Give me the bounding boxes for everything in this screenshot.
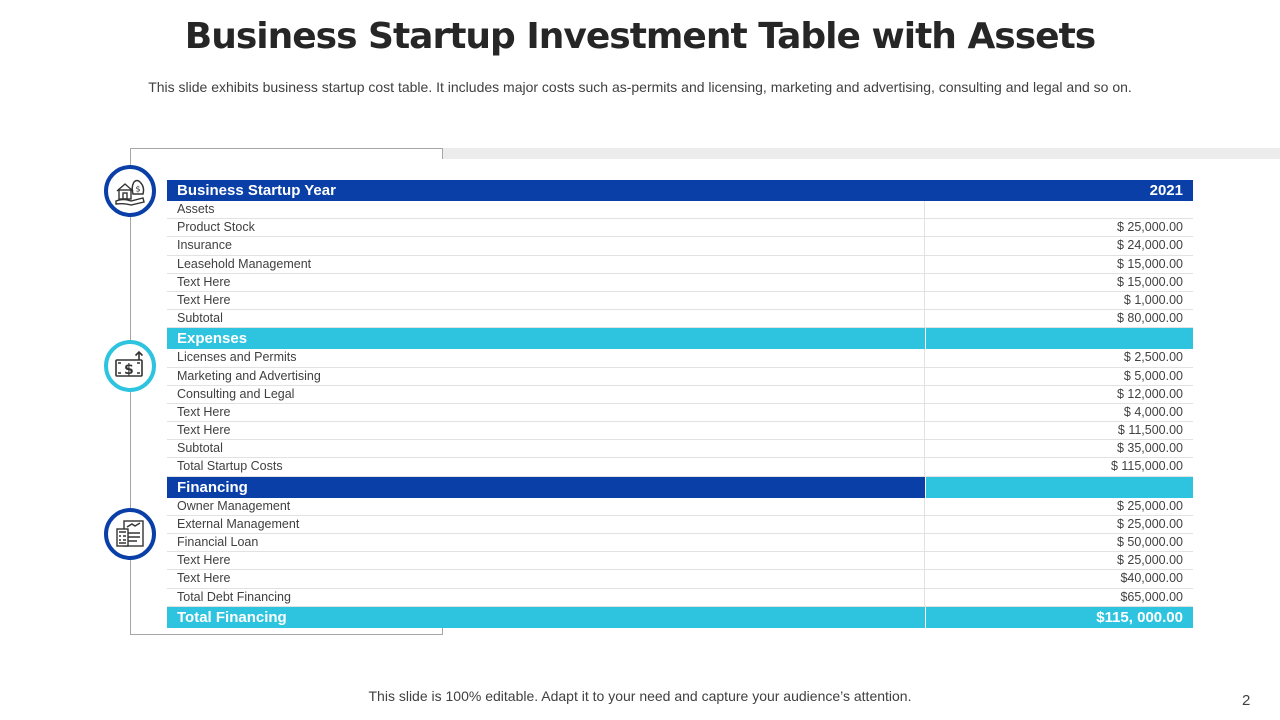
row-value: $ 15,000.00: [1116, 256, 1183, 271]
row-value: $ 2,500.00: [1123, 350, 1183, 365]
row-value: $ 25,000.00: [1116, 553, 1183, 568]
row-value: $ 25,000.00: [1116, 498, 1183, 513]
row-value: $ 25,000.00: [1116, 516, 1183, 531]
row-label: Text Here: [167, 570, 925, 588]
table-row: Total Startup Costs $ 115,000.00: [167, 458, 1193, 477]
house-money-icon: $: [104, 165, 156, 217]
row-value: $ 80,000.00: [1116, 311, 1183, 326]
row-label: Text Here: [167, 273, 925, 291]
table-row: Leasehold Management $ 15,000.00: [167, 255, 1193, 274]
table-row: Text Here $ 15,000.00: [167, 273, 1193, 292]
financing-header-label: Financing: [167, 476, 925, 498]
expenses-header-label: Expenses: [167, 328, 925, 350]
table-row: Total Debt Financing $65,000.00: [167, 588, 1193, 607]
table-row: Subtotal $ 35,000.00: [167, 440, 1193, 459]
total-financing-value: $115, 000.00: [925, 606, 1193, 628]
financing-header-value: [925, 476, 1193, 498]
header-year: 2021: [1149, 182, 1183, 199]
svg-text:$: $: [136, 185, 141, 194]
table-row: Text Here $40,000.00: [167, 570, 1193, 589]
row-label: Text Here: [167, 291, 925, 310]
table-header-row: Business Startup Year 2021: [167, 180, 1193, 201]
row-value: $ 15,000.00: [1116, 274, 1183, 289]
row-label: Total Startup Costs: [167, 458, 925, 476]
table-row: Text Here $ 1,000.00: [167, 291, 1193, 311]
table-row: Assets: [167, 201, 1193, 220]
row-value: $ 25,000.00: [1116, 220, 1183, 235]
slide-subtitle: This slide exhibits business startup cos…: [148, 79, 1132, 95]
row-label: Marketing and Advertising: [167, 367, 925, 385]
row-label: Subtotal: [167, 440, 925, 458]
row-label: External Management: [167, 515, 925, 533]
financing-header-row: Financing: [167, 476, 1193, 498]
row-value: $65,000.00: [1120, 589, 1183, 604]
row-label: Financial Loan: [167, 534, 925, 552]
row-value: $40,000.00: [1120, 571, 1183, 586]
cash-arrow-icon: $: [104, 340, 156, 392]
row-value: $ 5,000.00: [1123, 368, 1183, 383]
row-label: Owner Management: [167, 497, 925, 515]
row-label: Text Here: [167, 422, 925, 440]
table-row: Licenses and Permits $ 2,500.00: [167, 349, 1193, 368]
row-label: Licenses and Permits: [167, 349, 925, 367]
slide-title: Business Startup Investment Table with A…: [184, 16, 1096, 57]
row-label: Product Stock: [167, 219, 925, 237]
row-label: Text Here: [167, 552, 925, 570]
row-value: $ 24,000.00: [1116, 238, 1183, 253]
footer-note: This slide is 100% editable. Adapt it to…: [368, 688, 912, 704]
row-label: Consulting and Legal: [167, 385, 925, 403]
frame-edge-bottom: [442, 624, 443, 635]
table-row: Owner Management $ 25,000.00: [167, 497, 1193, 516]
svg-text:$: $: [124, 362, 134, 378]
row-value: $ 115,000.00: [1110, 459, 1183, 474]
row-value: [925, 201, 1193, 218]
page-number: 2: [1242, 692, 1251, 709]
row-label: Insurance: [167, 237, 925, 255]
table-row: Insurance $ 24,000.00: [167, 237, 1193, 256]
row-value: $ 50,000.00: [1116, 535, 1183, 549]
table-row: Text Here $ 4,000.00: [167, 403, 1193, 423]
row-label: Assets: [167, 201, 925, 219]
investment-table: Business Startup Year 2021 Assets Produc…: [167, 180, 1193, 628]
header-label: Business Startup Year: [177, 182, 336, 199]
top-band-decoration: [443, 148, 1280, 159]
expenses-header-row: Expenses: [167, 328, 1193, 350]
table-row: Consulting and Legal $ 12,000.00: [167, 385, 1193, 404]
row-value: $ 1,000.00: [1123, 292, 1183, 307]
table-row: Marketing and Advertising $ 5,000.00: [167, 367, 1193, 386]
expenses-header-value: [925, 328, 1193, 350]
row-value: $ 12,000.00: [1116, 386, 1183, 401]
frame-edge-top: [442, 148, 443, 159]
total-financing-row: Total Financing $115, 000.00: [167, 606, 1193, 628]
row-value: $ 11,500.00: [1117, 423, 1183, 438]
row-label: Leasehold Management: [167, 255, 925, 273]
table-row: Text Here $ 25,000.00: [167, 552, 1193, 571]
row-label: Total Debt Financing: [167, 588, 925, 606]
table-row: Subtotal $ 80,000.00: [167, 310, 1193, 329]
row-value: $ 35,000.00: [1116, 441, 1183, 456]
table-row: Financial Loan $ 50,000.00: [167, 534, 1193, 553]
table-row: Text Here $ 11,500.00: [167, 422, 1193, 441]
financial-report-icon: [104, 508, 156, 560]
total-financing-label: Total Financing: [167, 606, 925, 628]
table-row: Product Stock $ 25,000.00: [167, 219, 1193, 238]
row-value: $ 4,000.00: [1123, 404, 1183, 419]
row-label: Subtotal: [167, 310, 925, 328]
row-label: Text Here: [167, 403, 925, 422]
table-row: External Management $ 25,000.00: [167, 515, 1193, 534]
